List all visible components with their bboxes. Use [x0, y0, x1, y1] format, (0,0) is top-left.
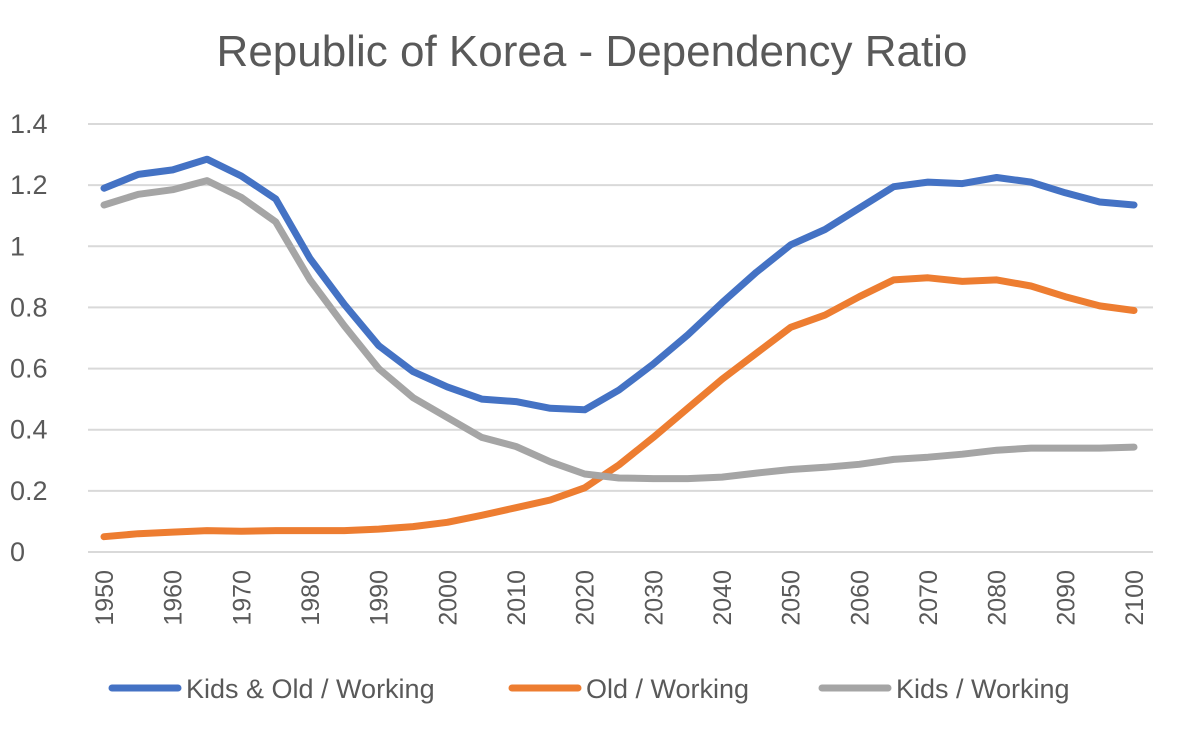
- y-tick-label: 0.8: [10, 292, 48, 322]
- x-tick-label: 2050: [778, 570, 806, 626]
- series-line-2: [100, 177, 1138, 483]
- legend-label: Old / Working: [586, 674, 749, 704]
- series-lines: [100, 155, 1138, 541]
- x-tick-label: 2010: [503, 570, 531, 626]
- x-tick-label: 2000: [434, 570, 462, 626]
- y-axis-tick-labels: 0 0.2 0.4 0.6 0.8 1 1.2 1.4: [10, 109, 48, 567]
- y-tick-label: 0: [10, 537, 25, 567]
- x-tick-label: 2080: [984, 570, 1012, 626]
- x-tick-label: 2040: [709, 570, 737, 626]
- legend-label: Kids & Old / Working: [186, 674, 435, 704]
- x-tick-label: 2020: [572, 570, 600, 626]
- y-tick-label: 1.4: [10, 109, 48, 139]
- x-axis-tick-labels: 1950 1960 1970 1980 1990 2000 2010 2020 2030 2040…: [91, 570, 1149, 626]
- y-tick-label: 0.2: [10, 476, 48, 506]
- y-tick-label: 1: [10, 231, 25, 261]
- legend-label: Kids / Working: [896, 674, 1070, 704]
- chart-title: Republic of Korea - Dependency Ratio: [217, 27, 968, 76]
- x-tick-label: 1950: [91, 570, 119, 626]
- x-tick-label: 1990: [366, 570, 394, 626]
- x-tick-label: 2070: [915, 570, 943, 626]
- legend: Kids & Old / Working Old / Working Kids / …: [108, 674, 1070, 704]
- y-tick-label: 0.4: [10, 415, 48, 445]
- x-tick-label: 2100: [1121, 570, 1149, 626]
- x-tick-label: 2030: [640, 570, 668, 626]
- x-tick-label: 1960: [160, 570, 188, 626]
- gridlines: [88, 123, 1153, 553]
- y-tick-label: 1.2: [10, 170, 48, 200]
- x-tick-label: 2060: [846, 570, 874, 626]
- series-line-1: [100, 274, 1138, 541]
- x-tick-label: 2090: [1052, 570, 1080, 626]
- y-tick-label: 0.6: [10, 354, 48, 384]
- x-tick-label: 1970: [228, 570, 256, 626]
- series-line-0: [100, 155, 1138, 414]
- x-tick-label: 1980: [297, 570, 325, 626]
